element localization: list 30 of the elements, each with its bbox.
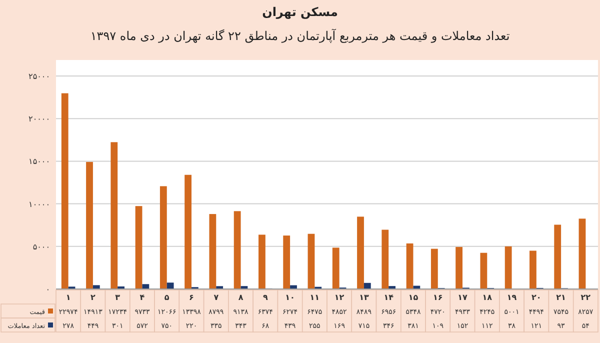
x-tick-label: ۹ <box>262 293 268 302</box>
x-tick-label: ۲۱ <box>556 293 566 302</box>
x-tick-label: ۱۹ <box>506 293 517 302</box>
x-tick-label: ۱۵ <box>408 293 418 302</box>
x-tick-label: ۱۱ <box>310 293 320 302</box>
x-tick-label: ۱۶ <box>432 293 443 302</box>
y-tick-label: ۱۰۰۰۰ <box>28 200 50 209</box>
chart-title: مسکن تهران <box>262 5 338 19</box>
x-tick-label: ۱۸ <box>482 293 492 302</box>
x-tick-label: ۵ <box>164 293 170 302</box>
x-tick-label: ۱۷ <box>458 293 468 302</box>
x-tick-label: ۴ <box>140 293 145 302</box>
x-tick-label: ۸ <box>238 293 244 302</box>
y-tick-label: ۲۵۰۰۰ <box>28 72 50 81</box>
y-tick-label: ۵۰۰۰ <box>32 242 50 252</box>
x-tick-label: ۳ <box>115 293 120 302</box>
y-tick-label: ۱۵۰۰۰ <box>28 157 50 166</box>
x-tick-label: ۷ <box>214 293 219 302</box>
x-tick-label: ۶ <box>189 293 194 302</box>
x-tick-label: ۲۲ <box>580 293 591 302</box>
x-tick-label: ۲ <box>90 293 96 302</box>
y-tick-label: ۲۰۰۰۰ <box>28 114 50 124</box>
x-tick-label: ۲۰ <box>532 293 542 302</box>
y-tick-label: ۰ <box>46 285 50 294</box>
x-tick-label: ۱۰ <box>285 293 295 302</box>
chart-subtitle: تعداد معاملات و قیمت هر مترمربع آپارتمان در مناطق ۲۲ گانه تهران در دی ماه ۱۳۹۷ <box>90 28 510 43</box>
x-tick-label: ۱۴ <box>384 293 394 302</box>
x-tick-label: ۱۳ <box>359 293 369 302</box>
x-tick-label: ۱۲ <box>334 293 344 302</box>
x-tick-label: ۱ <box>66 293 71 302</box>
